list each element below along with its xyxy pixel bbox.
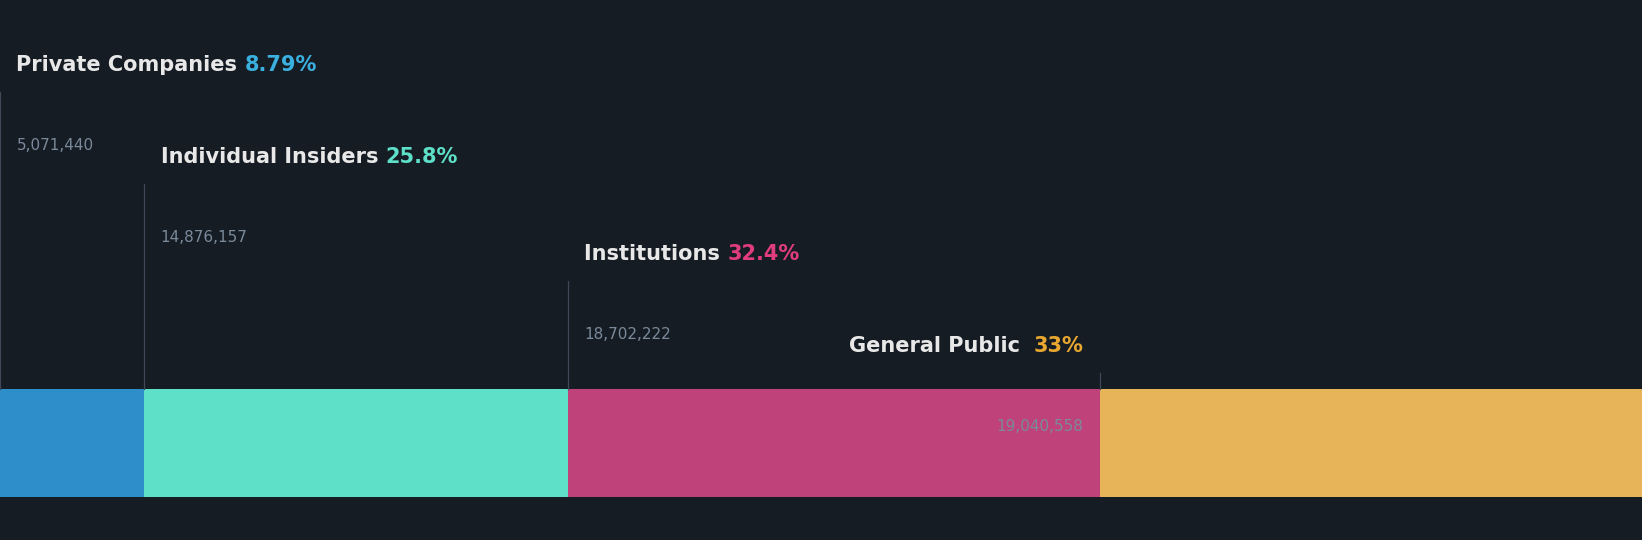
Bar: [144, 389, 568, 497]
Text: Institutions: Institutions: [585, 244, 727, 264]
Text: 8.79%: 8.79%: [245, 55, 317, 75]
Text: 5,071,440: 5,071,440: [16, 138, 94, 153]
Text: Private Companies: Private Companies: [16, 55, 245, 75]
Text: 32.4%: 32.4%: [727, 244, 800, 264]
Bar: [0, 389, 144, 497]
Text: 19,040,558: 19,040,558: [997, 419, 1084, 434]
Text: General Public: General Public: [849, 335, 1028, 356]
Bar: [568, 389, 1100, 497]
Bar: [1100, 389, 1642, 497]
Text: Individual Insiders: Individual Insiders: [161, 146, 386, 167]
Text: 33%: 33%: [1034, 335, 1084, 356]
Text: 25.8%: 25.8%: [386, 146, 458, 167]
Text: 14,876,157: 14,876,157: [161, 230, 248, 245]
Text: 18,702,222: 18,702,222: [585, 327, 672, 342]
